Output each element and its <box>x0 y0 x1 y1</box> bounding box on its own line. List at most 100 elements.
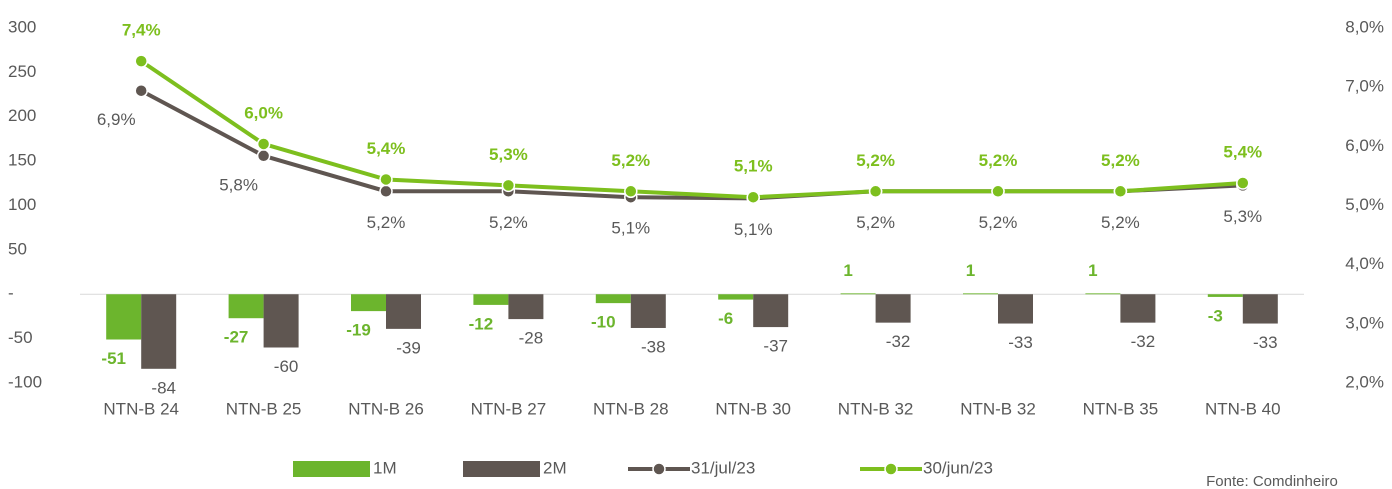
y-tick-label: 100 <box>8 195 36 214</box>
bar-label: -33 <box>1008 333 1033 352</box>
line-label: 5,1% <box>734 220 773 239</box>
line-label: 5,2% <box>856 151 895 170</box>
line-label: 5,2% <box>367 213 406 232</box>
legend-swatch <box>884 462 898 476</box>
y2-tick-label: 3,0% <box>1345 313 1384 332</box>
x-tick-label: NTN-B 25 <box>226 399 302 418</box>
line-label: 5,2% <box>1101 213 1140 232</box>
line-label: 5,2% <box>611 151 650 170</box>
legend-label: 30/jun/23 <box>923 458 993 477</box>
bar-label: -37 <box>763 337 788 356</box>
x-tick-label: NTN-B 32 <box>960 399 1036 418</box>
bar <box>595 294 631 304</box>
bar-label: 1 <box>966 261 975 280</box>
bar-label: -10 <box>591 313 616 332</box>
line-label: 5,2% <box>489 213 528 232</box>
bar-label: -12 <box>469 314 494 333</box>
bar <box>263 294 299 348</box>
line-label: 6,9% <box>97 110 136 129</box>
y-tick-label: - <box>8 284 14 303</box>
line <box>140 59 1243 200</box>
y-tick-label: 300 <box>8 17 36 36</box>
line-label: 5,1% <box>734 157 773 176</box>
y-tick-label: 150 <box>8 151 36 170</box>
bar <box>963 293 998 295</box>
line-label: 5,4% <box>1223 143 1262 162</box>
line-label: 5,2% <box>979 151 1018 170</box>
bar <box>718 294 754 300</box>
line-label: 5,2% <box>979 213 1018 232</box>
legend-label: 31/jul/23 <box>691 458 755 477</box>
x-tick-label: NTN-B 32 <box>838 399 914 418</box>
x-tick-label: NTN-B 26 <box>348 399 424 418</box>
line-marker <box>868 184 883 199</box>
line-label: 6,0% <box>244 103 283 122</box>
bar <box>141 294 177 369</box>
y-tick-label: 50 <box>8 239 27 258</box>
bar-label: -32 <box>1131 332 1156 351</box>
legend-swatch <box>652 462 666 476</box>
bar <box>753 294 789 328</box>
line-marker <box>991 184 1005 199</box>
y-tick-label: -100 <box>8 372 42 391</box>
y2-tick-label: 2,0% <box>1345 372 1384 391</box>
bar-label: -27 <box>224 328 249 347</box>
bar <box>1242 294 1278 324</box>
line-marker <box>1113 184 1128 199</box>
line-marker <box>1236 176 1250 190</box>
line-marker <box>134 54 148 68</box>
bar-label: -38 <box>641 337 666 356</box>
line-marker <box>256 137 271 151</box>
bar-label: -33 <box>1253 333 1278 352</box>
line-label: 5,8% <box>219 175 258 194</box>
y2-tick-label: 5,0% <box>1345 195 1384 214</box>
line-label: 5,2% <box>1101 151 1140 170</box>
legend-swatch <box>463 461 540 477</box>
line-marker <box>624 184 638 199</box>
x-tick-label: NTN-B 30 <box>715 399 791 418</box>
bar <box>228 294 264 319</box>
x-tick-label: NTN-B 40 <box>1205 399 1281 418</box>
line-marker <box>134 83 148 98</box>
bar <box>1085 293 1121 295</box>
line-marker <box>379 184 393 199</box>
bar <box>1120 294 1156 323</box>
bar-label: -3 <box>1208 306 1223 325</box>
line-marker <box>501 178 516 193</box>
x-tick-label: NTN-B 35 <box>1083 399 1159 418</box>
line-label: 5,3% <box>1223 207 1262 226</box>
bar <box>630 294 666 328</box>
y-tick-label: -50 <box>8 328 33 347</box>
bar <box>386 294 421 329</box>
line <box>140 88 1243 201</box>
bar-label: 1 <box>1088 261 1097 280</box>
x-tick-label: NTN-B 28 <box>593 399 669 418</box>
bar <box>508 294 544 320</box>
x-tick-label: NTN-B 27 <box>471 399 547 418</box>
y2-tick-label: 6,0% <box>1345 136 1384 155</box>
y-tick-label: 250 <box>8 62 36 81</box>
line-marker <box>256 149 271 163</box>
bar-label: -60 <box>274 357 299 376</box>
line-marker <box>379 172 393 187</box>
bar-label: -39 <box>396 338 421 357</box>
legend-label: 1M <box>373 458 397 477</box>
bar-label: -84 <box>151 378 176 397</box>
source: Fonte: Comdinheiro <box>1206 473 1338 489</box>
x-tick-label: NTN-B 24 <box>103 399 179 418</box>
bar <box>351 294 386 312</box>
bar-label: -51 <box>101 349 126 368</box>
line-label: 5,3% <box>489 145 528 164</box>
bar <box>998 294 1033 324</box>
bar-label: -28 <box>519 329 544 348</box>
line-label: 5,2% <box>856 213 895 232</box>
legend-swatch <box>293 461 370 477</box>
y2-tick-label: 7,0% <box>1345 77 1384 96</box>
bar <box>840 293 876 295</box>
line-marker <box>746 190 760 204</box>
line-label: 7,4% <box>122 21 161 40</box>
y2-tick-label: 4,0% <box>1345 254 1384 273</box>
bar-label: -32 <box>886 332 911 351</box>
line-label: 5,4% <box>367 139 406 158</box>
